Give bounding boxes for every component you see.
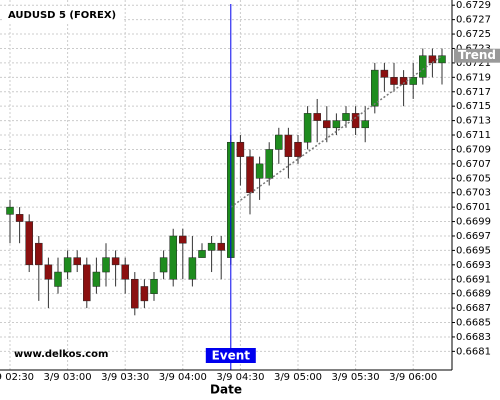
watermark: www.delkos.com [14, 349, 108, 360]
y-tick-label: 0.6721 [456, 58, 491, 69]
x-tick-label: 3/9 05:00 [274, 372, 322, 383]
chart-title: AUDUSD 5 (FOREX) [8, 10, 116, 21]
candle-body [419, 55, 427, 78]
y-tick-label: 0.6693 [456, 260, 491, 271]
candle-body [150, 279, 158, 294]
candle-body [265, 149, 273, 179]
x-tick-label: 3/9 04:00 [159, 372, 207, 383]
candle-body [54, 271, 62, 287]
y-tick-label: 0.6725 [456, 29, 491, 40]
candle-body [332, 120, 341, 129]
candle-body [198, 250, 206, 258]
candle-body [303, 113, 312, 143]
candle-body [83, 264, 91, 302]
candle-body [6, 206, 14, 215]
candle-body [361, 120, 369, 129]
trend-label: Trend [458, 48, 496, 62]
candle-body [371, 69, 379, 107]
y-tick-label: 0.6727 [456, 15, 491, 26]
y-tick-label: 0.6699 [456, 217, 491, 228]
candle-body [246, 156, 254, 193]
candle-body [188, 257, 197, 280]
y-tick-label: 0.6681 [456, 346, 491, 357]
candle-body [179, 235, 187, 244]
candle-body [390, 77, 398, 85]
candle-body [284, 134, 293, 157]
event-label-box [205, 348, 256, 363]
y-tick-label: 0.6691 [456, 274, 491, 285]
candle-body [169, 235, 177, 280]
y-tick-label: 0.6717 [456, 87, 491, 98]
candle-body [323, 120, 331, 129]
x-tick-label: 3/9 05:30 [332, 372, 380, 383]
trend-line [230, 55, 443, 208]
candle-body [159, 257, 168, 273]
candle-body [380, 69, 389, 78]
candle-body [275, 134, 283, 150]
trend-label-box [454, 48, 500, 63]
candle-body [73, 257, 81, 266]
candle-body [63, 257, 72, 273]
y-tick-label: 0.6689 [456, 289, 491, 300]
y-tick-label: 0.6719 [456, 72, 491, 83]
candle-body [92, 271, 101, 287]
candle-body [294, 141, 302, 157]
y-tick-label: 0.6709 [456, 144, 491, 155]
candle-body [255, 163, 264, 179]
candle-body [131, 279, 139, 309]
candle-body [44, 264, 53, 280]
candle-body [342, 113, 350, 121]
candle-body [25, 221, 33, 266]
x-tick-label: 3/9 02:30 [0, 372, 34, 383]
candle-body [236, 141, 245, 157]
y-tick-label: 0.6711 [456, 130, 491, 141]
candle-body [121, 264, 129, 280]
title-bg [4, 8, 122, 22]
x-tick-label: 3/9 06:00 [389, 372, 437, 383]
event-label: Event [212, 349, 251, 363]
y-tick-label: 0.6715 [456, 101, 491, 112]
y-tick-label: 0.6683 [456, 332, 491, 343]
y-tick-label: 0.6705 [456, 173, 491, 184]
y-tick-label: 0.6701 [456, 202, 491, 213]
y-tick-label: 0.6729 [456, 0, 491, 11]
y-tick-label: 0.6697 [456, 231, 491, 242]
y-tick-label: 0.6713 [456, 116, 491, 127]
y-tick-label: 0.6695 [456, 245, 491, 256]
candle-body [438, 55, 446, 64]
candle-body [140, 286, 149, 302]
y-tick-label: 0.6707 [456, 159, 491, 170]
candle-body [35, 242, 43, 266]
x-tick-label: 3/9 03:00 [44, 372, 92, 383]
y-tick-label: 0.6687 [456, 303, 491, 314]
candle-body [111, 257, 120, 266]
y-tick-label: 0.6703 [456, 188, 491, 199]
candle-body [313, 113, 321, 121]
y-tick-label: 0.6685 [456, 318, 491, 329]
candle-body [409, 77, 417, 85]
candle-body [217, 242, 225, 251]
candle-body [207, 242, 216, 251]
x-axis-title: Date [210, 383, 242, 397]
x-tick-label: 3/9 03:30 [101, 372, 149, 383]
candle-body [102, 257, 110, 273]
x-tick-label: 3/9 04:30 [216, 372, 264, 383]
candle-body [15, 214, 24, 222]
